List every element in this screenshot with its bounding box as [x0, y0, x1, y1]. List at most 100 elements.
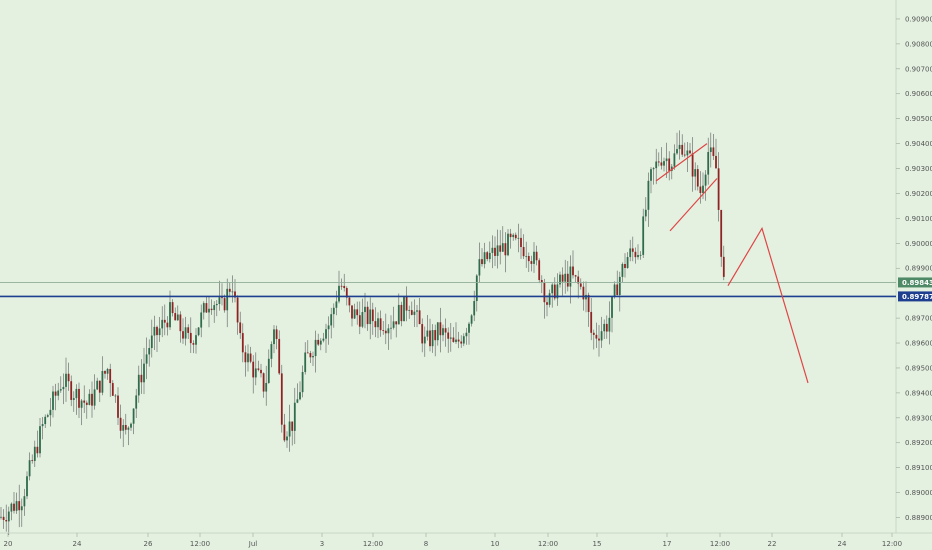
candle-body [364, 306, 366, 313]
candle-body [33, 446, 36, 461]
candle-body [418, 310, 421, 325]
candle-body [715, 155, 717, 169]
candle-body [707, 152, 710, 175]
time-tick-label: 17 [663, 540, 672, 548]
candle-body [709, 147, 712, 153]
candle-body [499, 245, 502, 252]
candle-body [114, 395, 117, 397]
candle-body [0, 516, 2, 518]
candle-body [522, 247, 525, 257]
price-axis[interactable]: 0.90900 0.90800 0.90700 0.90600 0.90500 0.904… [896, 15, 932, 522]
candle-body [46, 415, 49, 417]
candle-body [507, 233, 509, 256]
candle-body [306, 352, 309, 354]
price-tick-label: 0.90400 [905, 140, 932, 148]
candle-body [57, 390, 60, 396]
candle-body [722, 256, 725, 277]
candle-body [390, 327, 392, 329]
candle-body [361, 312, 364, 327]
candle-body [400, 304, 403, 322]
projection-path[interactable] [727, 226, 809, 384]
candle-body [595, 334, 598, 339]
support-price-label: 0.89787 [902, 293, 932, 301]
candle-body [483, 252, 486, 265]
candle-body [525, 256, 528, 257]
candle-body [41, 424, 44, 427]
candle-body [218, 297, 221, 304]
candle-body [171, 302, 174, 314]
candle-body [319, 340, 322, 345]
candle-body [283, 424, 286, 441]
time-tick-label: 24 [838, 540, 847, 548]
wedge-line-lower[interactable] [669, 178, 718, 232]
candle-body [449, 337, 452, 339]
time-tick-label: 22 [768, 540, 777, 548]
price-tick-label: 0.90600 [905, 90, 932, 98]
candle-body [652, 168, 655, 170]
candle-body [517, 237, 520, 239]
price-tick-label: 0.90000 [905, 240, 932, 248]
candle-body [80, 400, 83, 408]
candle-body [330, 314, 333, 326]
candle-body [637, 255, 639, 258]
time-tick-label: 15 [593, 540, 602, 548]
candle-body [387, 328, 390, 334]
candle-body [52, 391, 54, 410]
candle-body [101, 371, 104, 393]
candle-body [686, 150, 689, 156]
candle-body [673, 153, 676, 167]
candle-body [254, 368, 257, 378]
candle-body [247, 353, 249, 363]
candle-body [5, 520, 8, 522]
price-tick-label: 0.90800 [905, 40, 932, 48]
candle-body [436, 322, 439, 341]
candle-body [262, 373, 265, 392]
candle-body [678, 144, 681, 150]
candle-body [26, 476, 28, 497]
candle-body [210, 308, 213, 311]
candle-body [582, 286, 585, 300]
time-axis[interactable]: 20 24 26 12:00 Jul 3 12:00 8 10 12:00 15 17 12:00 22 2… [4, 533, 903, 548]
candle-body [611, 296, 613, 318]
candle-body [348, 297, 351, 306]
candle-body [75, 388, 78, 399]
candle-body [304, 352, 307, 373]
candle-body [431, 330, 434, 347]
candle-body [702, 185, 704, 194]
candle-body [275, 329, 278, 339]
candle-body [470, 315, 473, 324]
candle-body [122, 425, 125, 431]
candle-body [392, 321, 395, 328]
wedge-line-upper[interactable] [655, 143, 708, 182]
candle-body [88, 393, 91, 405]
candle-body [629, 248, 632, 258]
candle-body [96, 380, 99, 390]
drawing-annotations[interactable] [655, 143, 809, 384]
candle-body [273, 329, 275, 345]
candle-body [712, 147, 715, 156]
candle-body [322, 338, 325, 341]
candle-body [252, 361, 255, 378]
candle-body [543, 282, 546, 303]
time-tick-label: 24 [73, 540, 82, 548]
candle-body [569, 266, 572, 287]
candle-body [356, 309, 359, 316]
candle-body [465, 332, 468, 337]
candle-body [301, 372, 304, 393]
candle-body [338, 285, 340, 302]
candle-body [681, 144, 684, 155]
candle-body [54, 391, 57, 396]
candle-body [603, 323, 606, 332]
candle-body [527, 256, 530, 262]
price-tick-label: 0.89400 [905, 389, 932, 397]
candle-body [176, 314, 179, 321]
candle-body [200, 312, 203, 328]
candle-body [660, 162, 663, 166]
candle-body [600, 331, 603, 341]
candle-body [270, 344, 273, 359]
candle-body [535, 251, 538, 261]
time-tick-label: 12:00 [190, 540, 210, 548]
candle-body [189, 332, 192, 344]
